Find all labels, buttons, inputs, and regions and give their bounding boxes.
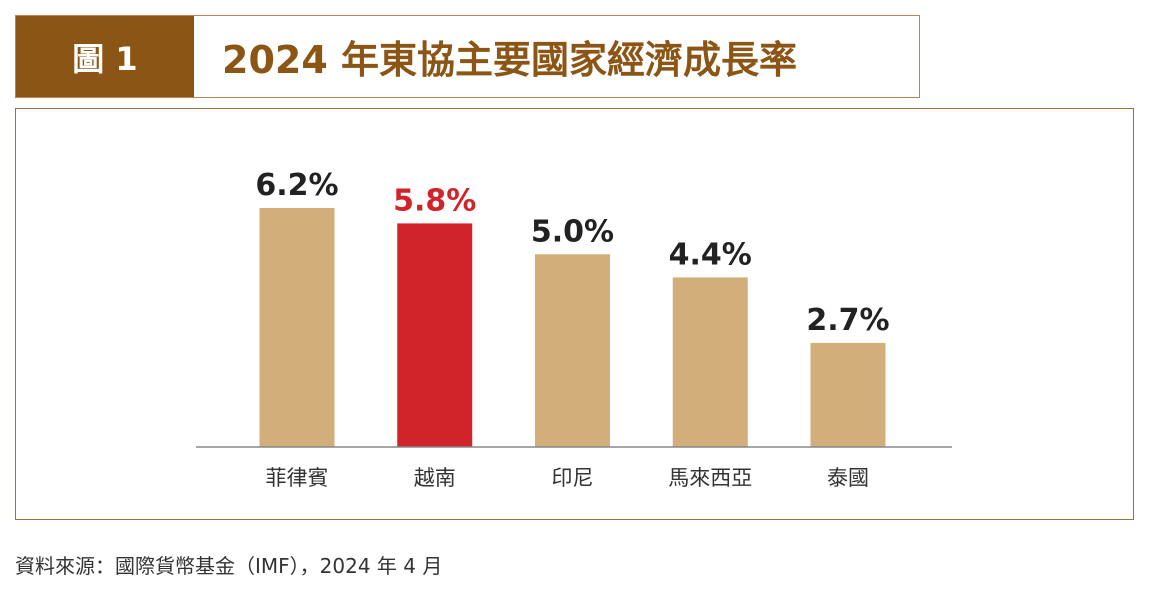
bar [259, 208, 335, 447]
bar [672, 277, 748, 447]
chart-frame [15, 108, 1134, 520]
figure-label: 圖 1 [16, 16, 194, 97]
source-note: 資料來源：國際貨幣基金（IMF），2024 年 4 月 [15, 554, 443, 578]
chart-title: 2024 年東協主要國家經濟成長率 [222, 38, 797, 82]
bar [535, 254, 610, 447]
x-tick-label: 泰國 [827, 466, 869, 490]
x-tick-label: 馬來西亞 [668, 466, 752, 490]
x-tick-label: 印尼 [552, 466, 594, 490]
x-tick-label: 菲律賓 [266, 466, 329, 490]
chart-header: 圖 1 2024 年東協主要國家經濟成長率 [15, 15, 920, 98]
data-label: 5.0% [531, 214, 614, 249]
bar [810, 342, 886, 447]
data-label: 2.7% [806, 303, 889, 338]
data-label: 5.8% [393, 183, 476, 218]
x-tick-label: 越南 [414, 466, 456, 490]
data-label: 4.4% [669, 237, 752, 272]
data-label: 6.2% [255, 168, 338, 203]
bar [397, 223, 473, 447]
